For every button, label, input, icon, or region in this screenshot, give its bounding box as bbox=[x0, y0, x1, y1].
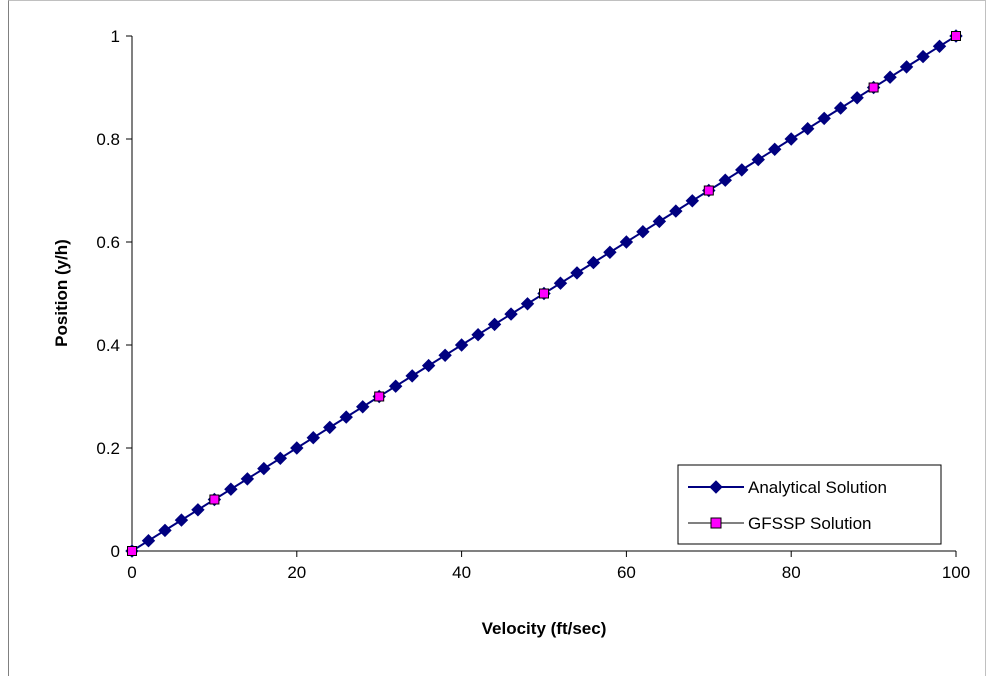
analytical-solution-point bbox=[454, 338, 469, 352]
analytical-solution-point bbox=[833, 101, 848, 115]
gfssp-solution-point bbox=[951, 31, 961, 41]
x-axis-label: Velocity (ft/sec) bbox=[482, 619, 607, 638]
analytical-solution-point bbox=[669, 204, 683, 218]
analytical-solution-point bbox=[257, 461, 271, 476]
y-axis-label: Position (y/h) bbox=[52, 239, 71, 347]
analytical-solution-point bbox=[570, 266, 584, 280]
analytical-solution-point bbox=[718, 173, 732, 187]
analytical-solution-point bbox=[191, 503, 205, 517]
analytical-solution-point bbox=[356, 400, 370, 414]
analytical-solution-point bbox=[784, 132, 798, 146]
gfssp-solution-point bbox=[868, 82, 879, 93]
legend-box bbox=[677, 464, 942, 545]
analytical-solution-point bbox=[323, 420, 337, 435]
analytical-solution-point bbox=[883, 70, 897, 84]
x-tick-label: 100 bbox=[942, 563, 970, 582]
analytical-solution-point bbox=[932, 39, 947, 54]
gfssp-solution-point bbox=[703, 185, 714, 196]
y-tick-label: 0 bbox=[111, 542, 120, 561]
analytical-solution-point bbox=[471, 327, 485, 342]
analytical-solution-point bbox=[553, 276, 568, 290]
gfssp-solution-point bbox=[209, 494, 220, 505]
legend-label-analytical: Analytical Solution bbox=[748, 478, 887, 497]
axes: 0 20 40 60 80 100 0 0.2 0.4 0.6 0.8 1 bbox=[96, 27, 970, 582]
legend: Analytical Solution GFSSP Solution bbox=[677, 464, 942, 545]
analytical-solution-point bbox=[899, 60, 914, 74]
x-tick-label: 40 bbox=[452, 563, 471, 582]
analytical-solution-point bbox=[652, 214, 667, 229]
analytical-solution-point bbox=[850, 91, 864, 105]
y-tick-label: 0.8 bbox=[96, 130, 120, 149]
analytical-solution-point bbox=[421, 358, 436, 373]
gfssp-solution-point bbox=[539, 288, 549, 299]
analytical-solution-point bbox=[520, 297, 535, 311]
analytical-solution-point bbox=[224, 482, 238, 496]
y-tick-label: 0.6 bbox=[96, 233, 120, 252]
analytical-solution-point bbox=[916, 49, 930, 64]
analytical-solution-point bbox=[603, 245, 617, 260]
analytical-solution-point bbox=[290, 441, 304, 455]
analytical-solution-point bbox=[438, 348, 452, 363]
x-tick-label: 80 bbox=[782, 563, 801, 582]
analytical-solution-point bbox=[504, 307, 518, 321]
analytical-solution-point bbox=[800, 121, 815, 136]
y-tick-label: 0.4 bbox=[96, 336, 120, 355]
analytical-solution-point bbox=[405, 369, 419, 383]
analytical-solution-point bbox=[273, 451, 288, 466]
x-tick-label: 0 bbox=[127, 563, 136, 582]
analytical-solution-point bbox=[339, 410, 353, 424]
analytical-solution-point bbox=[735, 163, 749, 177]
analytical-solution-point bbox=[141, 533, 156, 548]
x-tick-label: 20 bbox=[287, 563, 306, 582]
analytical-solution-point bbox=[158, 523, 172, 538]
y-tick-label: 1 bbox=[111, 27, 120, 46]
analytical-solution-point bbox=[817, 111, 831, 126]
legend-label-gfssp: GFSSP Solution bbox=[748, 514, 871, 533]
analytical-solution-point bbox=[240, 472, 255, 486]
gfssp-solution-point bbox=[374, 391, 385, 402]
analytical-solution-point bbox=[636, 224, 650, 239]
analytical-solution-point bbox=[619, 235, 634, 249]
analytical-solution-point bbox=[487, 317, 502, 332]
y-tick-label: 0.2 bbox=[96, 439, 120, 458]
gfssp-solution-point bbox=[127, 546, 137, 556]
analytical-solution-point bbox=[586, 255, 601, 270]
x-tick-label: 60 bbox=[617, 563, 636, 582]
series-gfssp-solution bbox=[127, 31, 961, 556]
analytical-solution-point bbox=[306, 430, 320, 445]
analytical-solution-point bbox=[174, 513, 189, 527]
legend-marker-gfssp bbox=[710, 517, 722, 529]
series-analytical-solution bbox=[125, 29, 963, 558]
analytical-solution-point bbox=[388, 379, 403, 393]
analytical-solution-point bbox=[685, 194, 700, 208]
legend-marker-analytical bbox=[709, 480, 723, 494]
analytical-solution-point bbox=[768, 142, 782, 157]
analytical-solution-point bbox=[751, 152, 765, 167]
